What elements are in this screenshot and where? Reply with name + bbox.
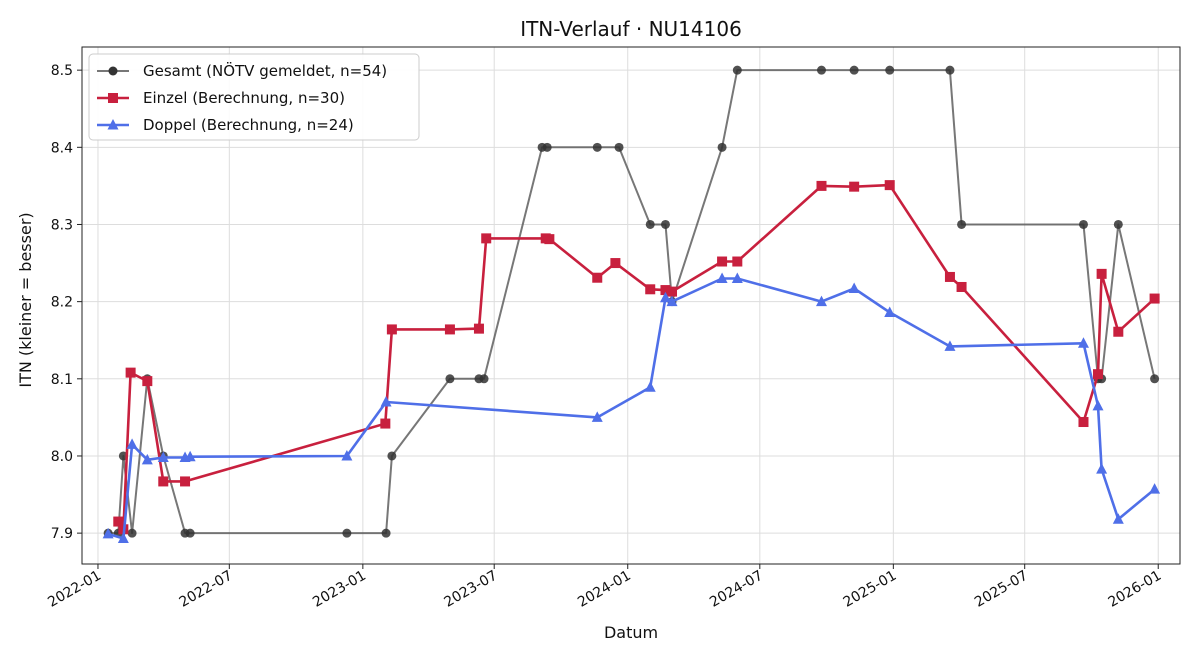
x-axis-label: Datum [604,623,658,642]
data-point-einzel [444,324,455,335]
data-point-gesamt [660,219,670,229]
data-point-einzel [592,272,603,283]
data-point-gesamt [381,528,391,538]
data-point-doppel [102,527,114,539]
data-point-einzel [473,323,484,334]
y-tick-label: 8.1 [51,372,73,388]
y-tick-label: 8.0 [51,449,73,465]
data-point-doppel [644,381,656,392]
data-point-einzel [1096,268,1107,279]
legend-marker [107,119,119,130]
data-point-einzel [849,181,860,192]
data-point-doppel [1112,513,1124,524]
series-einzel [113,180,1160,535]
data-point-einzel [660,285,671,296]
data-point-einzel [544,234,555,245]
legend-label: Doppel (Berechnung, n=24) [143,116,354,134]
data-point-einzel [386,324,397,335]
data-point-gesamt [1078,219,1088,229]
data-point-gesamt [542,142,552,152]
data-point-gesamt [127,528,137,538]
data-point-einzel [732,256,743,267]
data-point-einzel [816,180,827,191]
data-point-gesamt [1150,374,1160,384]
legend-entry-doppel: Doppel (Berechnung, n=24) [97,116,354,134]
data-point-gesamt [479,374,489,384]
data-point-gesamt [614,142,624,152]
data-point-gesamt [816,65,826,75]
data-point-einzel [125,367,136,378]
plot-series [102,65,1161,544]
data-point-gesamt [717,142,727,152]
data-point-doppel [731,272,743,283]
legend-label: Gesamt (NÖTV gemeldet, n=54) [143,61,387,80]
data-point-gesamt [387,451,397,461]
data-point-gesamt [342,528,352,538]
data-point-gesamt [1113,219,1123,229]
data-point-einzel [884,180,895,191]
data-point-doppel [884,306,896,317]
data-point-doppel [1096,463,1108,474]
data-point-gesamt [885,65,895,75]
y-tick-label: 8.3 [51,217,73,233]
data-point-einzel [113,516,124,527]
series-doppel [102,272,1161,544]
y-tick-label: 7.9 [51,526,73,542]
data-point-doppel [1077,337,1089,348]
data-point-einzel [610,258,621,269]
y-tick-label: 8.2 [51,295,73,311]
data-point-doppel [944,340,956,351]
data-point-gesamt [849,65,859,75]
data-point-einzel [944,271,955,282]
data-point-gesamt [185,528,195,538]
data-point-einzel [1149,293,1160,304]
data-point-einzel [1092,369,1103,380]
data-point-einzel [142,376,153,387]
data-point-einzel [158,476,169,487]
y-tick-label: 8.4 [51,140,73,156]
data-point-gesamt [957,219,967,229]
legend-marker [108,66,118,76]
data-point-doppel [659,291,671,303]
data-point-gesamt [645,219,655,229]
data-point-gesamt [445,374,455,384]
data-point-einzel [481,233,492,244]
data-point-doppel [666,295,678,307]
data-point-doppel [848,282,860,294]
legend-label: Einzel (Berechnung, n=30) [143,89,345,107]
data-point-doppel [1092,399,1104,411]
y-tick-label: 8.5 [51,63,73,79]
legend-entry-einzel: Einzel (Berechnung, n=30) [97,89,345,107]
data-point-einzel [1078,417,1089,428]
legend-marker [108,93,118,103]
data-point-einzel [1113,326,1124,337]
data-point-doppel [157,451,169,463]
legend-entry-gesamt: Gesamt (NÖTV gemeldet, n=54) [97,61,387,80]
data-point-gesamt [732,65,742,75]
data-point-einzel [180,476,191,487]
data-point-doppel [126,438,138,449]
chart-title: ITN-Verlauf · NU14106 [520,17,742,41]
data-point-einzel [380,418,391,429]
data-point-gesamt [592,142,602,152]
data-point-doppel [141,453,153,465]
legend-box [88,53,420,141]
y-axis-label: ITN (kleiner = besser) [16,212,35,387]
data-point-einzel [667,286,678,297]
data-point-gesamt [945,65,955,75]
data-point-einzel [956,281,967,292]
data-point-doppel [184,450,196,462]
data-point-doppel [341,449,353,461]
data-point-einzel [645,284,656,295]
data-point-doppel [716,272,728,283]
plot-frame [81,46,1181,565]
data-point-doppel [117,532,129,544]
data-point-doppel [1149,483,1161,494]
data-point-doppel [591,411,603,422]
data-point-doppel [380,395,392,407]
legend: Gesamt (NÖTV gemeldet, n=54) Einzel (Bere… [88,53,420,141]
data-point-einzel [717,256,728,267]
data-point-doppel [815,295,827,307]
